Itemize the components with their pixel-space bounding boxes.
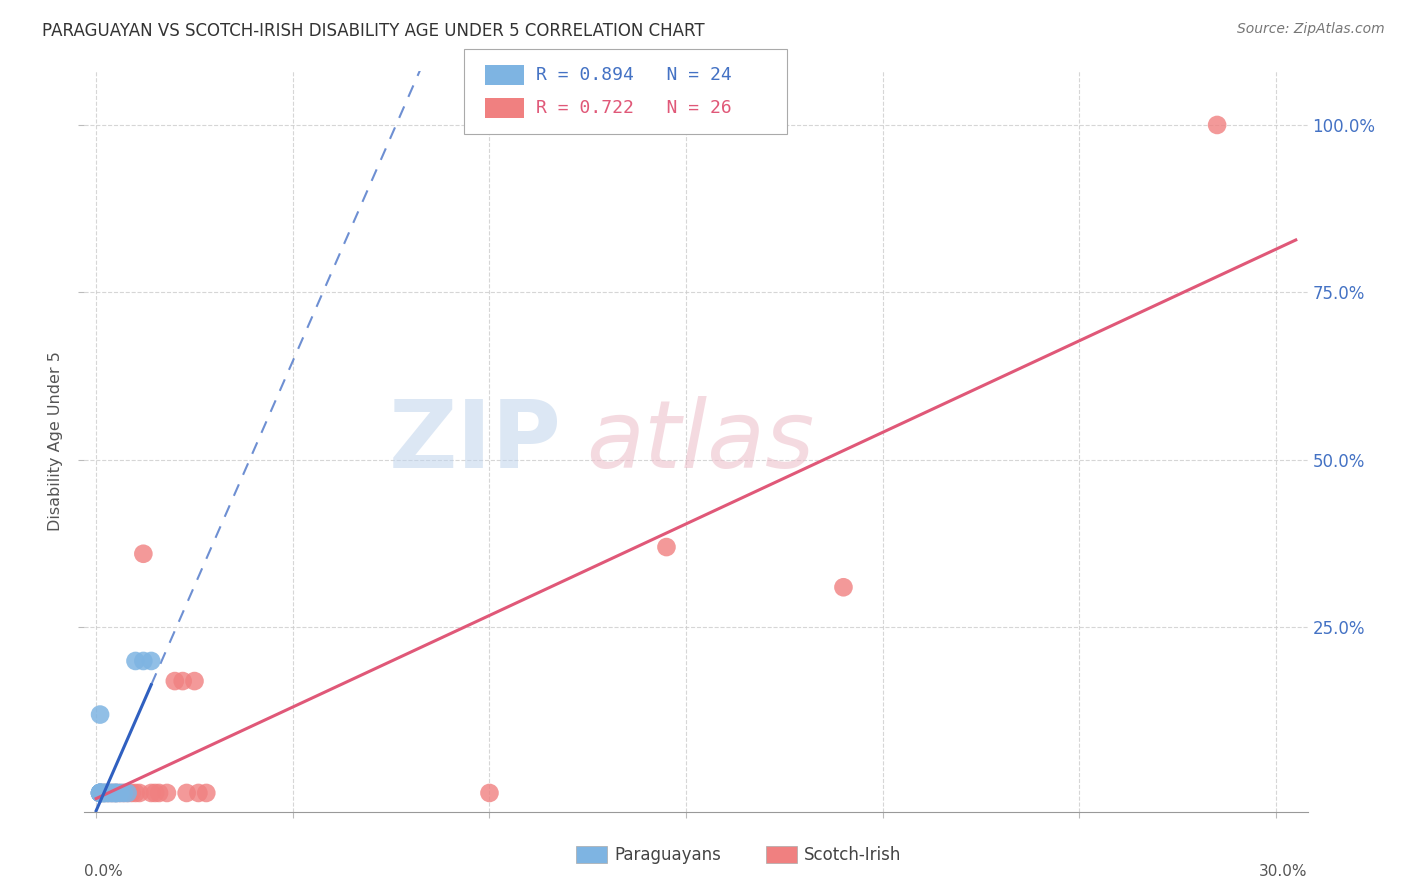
Text: ZIP: ZIP (388, 395, 561, 488)
Point (156, 786, 179, 800)
Point (112, 786, 135, 800)
Point (124, 654, 146, 668)
Point (478, 786, 501, 800)
Point (132, 547, 155, 561)
Point (128, 786, 150, 800)
Point (148, 786, 170, 800)
Text: PARAGUAYAN VS SCOTCH-IRISH DISABILITY AGE UNDER 5 CORRELATION CHART: PARAGUAYAN VS SCOTCH-IRISH DISABILITY AG… (42, 22, 704, 40)
Point (97, 786, 120, 800)
Text: Scotch-Irish: Scotch-Irish (804, 846, 901, 863)
Point (176, 786, 198, 800)
Point (89, 786, 111, 800)
Point (97, 786, 120, 800)
Text: atlas: atlas (586, 396, 814, 487)
Point (93, 786, 115, 800)
Point (195, 786, 218, 800)
Point (89, 786, 111, 800)
Text: R = 0.722   N = 26: R = 0.722 N = 26 (536, 99, 731, 117)
Point (143, 786, 166, 800)
Point (93, 786, 115, 800)
Point (89, 786, 111, 800)
Text: 30.0%: 30.0% (1260, 863, 1308, 879)
Point (93, 786, 115, 800)
Point (104, 786, 127, 800)
Point (187, 786, 209, 800)
Text: R = 0.894   N = 24: R = 0.894 N = 24 (536, 66, 731, 84)
Point (89, 707, 111, 722)
Point (93, 786, 115, 800)
Point (141, 654, 163, 668)
Point (89, 786, 111, 800)
Text: Paraguayans: Paraguayans (614, 846, 721, 863)
Point (101, 786, 124, 800)
Point (163, 674, 186, 689)
Point (101, 786, 124, 800)
Point (183, 674, 205, 689)
Point (104, 786, 127, 800)
Text: Source: ZipAtlas.com: Source: ZipAtlas.com (1237, 22, 1385, 37)
Y-axis label: Disability Age Under 5: Disability Age Under 5 (48, 351, 63, 532)
Point (104, 786, 127, 800)
Point (97, 786, 120, 800)
Point (832, 580, 855, 594)
Point (89, 786, 111, 800)
Point (117, 786, 139, 800)
Point (172, 674, 194, 689)
Point (112, 786, 135, 800)
Point (89, 786, 111, 800)
Point (89, 786, 111, 800)
Text: 0.0%: 0.0% (84, 863, 124, 879)
Point (108, 786, 131, 800)
Point (121, 786, 143, 800)
Point (132, 654, 155, 668)
Point (101, 786, 124, 800)
Point (655, 540, 678, 554)
Point (124, 786, 146, 800)
Point (141, 786, 163, 800)
Point (89, 786, 111, 800)
Point (1206, 118, 1229, 132)
Point (108, 786, 131, 800)
Point (117, 786, 139, 800)
Point (104, 786, 127, 800)
